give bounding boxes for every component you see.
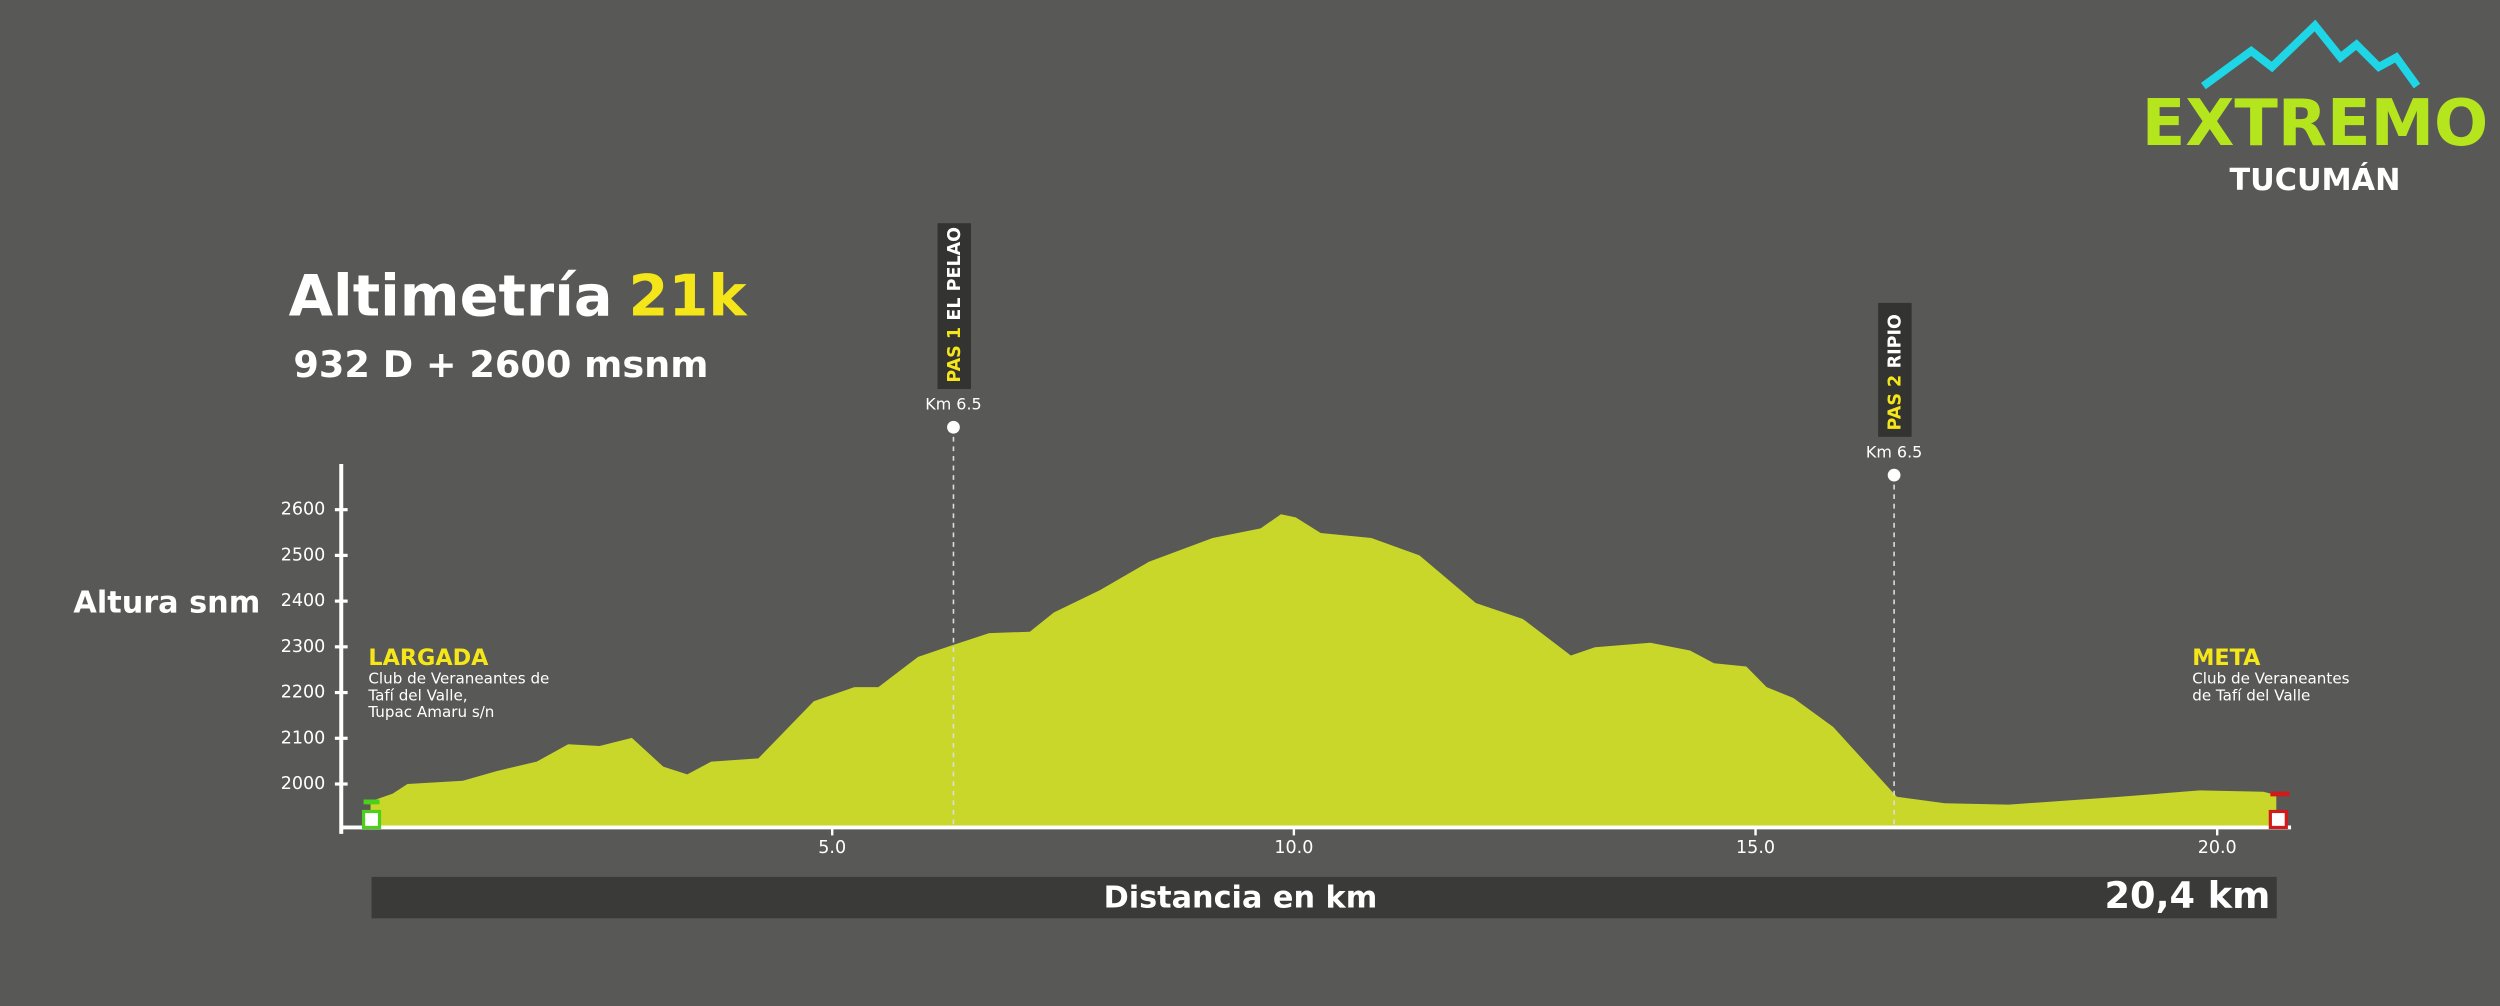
y-tick-label: 2200 — [281, 683, 326, 703]
pass-dot — [947, 420, 960, 434]
x-tick-label: 5.0 — [818, 838, 846, 858]
pass-name: EL PELAO — [945, 227, 965, 321]
subtitle: 932 D + 2600 msnm — [293, 343, 708, 386]
y-tick-label: 2500 — [281, 545, 326, 565]
x-axis-bar — [371, 876, 2277, 919]
x-axis-label: Distancia en km — [1104, 881, 1378, 916]
pass-dot — [1887, 468, 1901, 482]
y-tick-label: 2300 — [281, 637, 326, 657]
logo-place: TUCUMÁN — [2230, 162, 2401, 198]
pass-label: PAS 1 EL PELAO — [945, 227, 965, 383]
pass-number: PAS 1 — [945, 327, 965, 383]
logo-mountains — [2201, 19, 2421, 90]
x-tick-label: 10.0 — [1274, 838, 1313, 858]
pass-box — [1878, 302, 1912, 437]
title: Altimetría — [289, 262, 613, 329]
y-tick-label: 2100 — [281, 728, 326, 748]
elevation-area — [370, 514, 2277, 828]
annotation-text: Club de Veraneantes de — [368, 670, 549, 688]
start-marker — [361, 809, 382, 830]
y-axis-label: Altura snm — [73, 586, 260, 621]
logo-name: EXTREMO — [2142, 87, 2489, 161]
annotation-title: LARGADA — [368, 645, 489, 671]
pass-number: PAS 2 — [1886, 375, 1906, 431]
finish-marker — [2268, 809, 2288, 830]
pass-km: Km 6.5 — [925, 394, 981, 413]
annotation-text: Club de Veraneantes — [2192, 670, 2349, 688]
y-tick-label: 2600 — [281, 500, 326, 520]
y-tick-label: 2000 — [281, 774, 326, 794]
pass-name: RIPIO — [1886, 314, 1906, 368]
y-tick-label: 2400 — [281, 591, 326, 611]
x-tick-label: 15.0 — [1736, 838, 1775, 858]
annotation-text: Tafí del Valle, — [367, 686, 467, 704]
annotation-title: META — [2192, 645, 2261, 671]
title-highlight: 21k — [629, 262, 749, 329]
x-tick-label: 20.0 — [2198, 838, 2237, 858]
pass-km: Km 6.5 — [1866, 442, 1922, 461]
total-distance: 20,4 km — [2105, 874, 2271, 917]
pass-box — [937, 223, 971, 390]
annotation-text: de Tafí del Valle — [2192, 686, 2310, 704]
annotation-text: Tupac Amaru s/n — [367, 703, 494, 721]
pass-label: PAS 2 RIPIO — [1886, 314, 1906, 430]
